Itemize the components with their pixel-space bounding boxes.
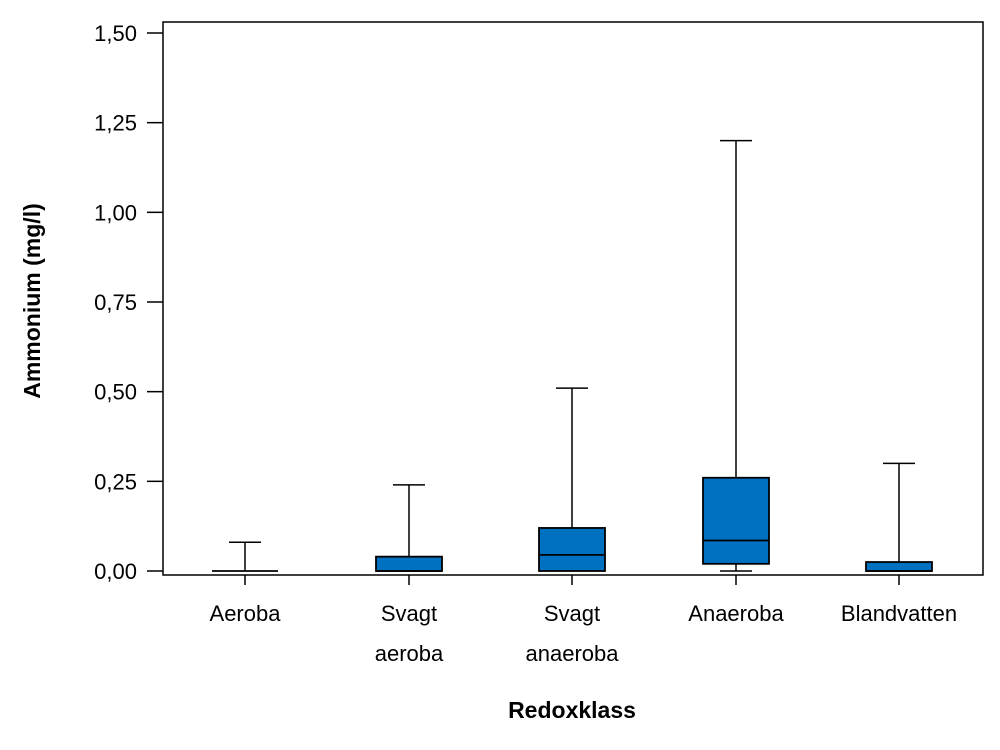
iqr-box — [702, 476, 770, 565]
y-tick-label: 0,50 — [94, 380, 137, 405]
box-group — [538, 387, 606, 572]
x-axis-title: Redoxklass — [508, 697, 636, 723]
iqr-box — [375, 555, 443, 572]
y-tick-label: 0,25 — [94, 469, 137, 494]
box-group — [865, 462, 933, 572]
y-tick-label: 0,00 — [94, 559, 137, 584]
axes: 0,00 0,25 0,50 0,75 1,00 1,25 1,50 Aeroba Svagt a… — [94, 21, 984, 666]
y-tick-label: 0,75 — [94, 290, 137, 315]
iqr-box — [865, 561, 933, 572]
x-tick-label: Svagt anaeroba — [526, 601, 620, 666]
y-tick-label: 1,25 — [94, 111, 137, 136]
y-tick-label: 1,50 — [94, 21, 137, 46]
x-tick-label: Blandvatten — [841, 601, 957, 626]
plot-frame — [162, 21, 984, 576]
x-tick-label: Svagt aeroba — [375, 601, 444, 666]
x-tick-label: Aeroba — [210, 601, 282, 626]
y-axis-title: Ammonium (mg/l) — [19, 203, 45, 399]
box-group — [212, 541, 278, 572]
y-tick-label: 1,00 — [94, 200, 137, 225]
box-marks — [212, 139, 933, 572]
x-tick-label: Anaeroba — [688, 601, 784, 626]
iqr-box — [538, 527, 606, 572]
box-group — [375, 484, 443, 572]
box-group — [702, 139, 770, 572]
